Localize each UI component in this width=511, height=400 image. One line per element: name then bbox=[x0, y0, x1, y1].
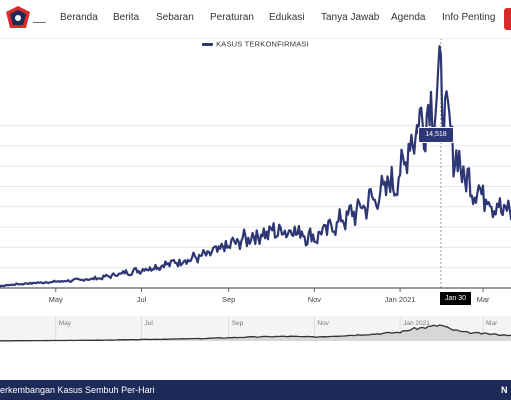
x-axis-tick-label: Jan 2021 bbox=[385, 295, 416, 304]
navigator-tick-label: Jul bbox=[144, 320, 153, 327]
crosshair-date-label: Jan 30 bbox=[440, 292, 471, 305]
series-line-kasus-terkonfirmasi bbox=[0, 45, 511, 288]
nav-cta-button[interactable] bbox=[504, 8, 511, 30]
nav-item-info-penting[interactable]: Info Penting bbox=[442, 12, 496, 23]
nav-item-berita[interactable]: Berita bbox=[113, 12, 140, 23]
navigator-tick-label: Sep bbox=[232, 320, 244, 327]
x-axis-tick-label: Mar bbox=[477, 295, 490, 304]
nav-item-agenda[interactable]: Agenda bbox=[391, 12, 426, 23]
navigator-tick-label: May bbox=[59, 320, 72, 327]
navigator-tick-label: Jan 2021 bbox=[403, 320, 430, 327]
chart-legend[interactable]: KASUS TERKONFIRMASI bbox=[0, 39, 511, 49]
chart-tooltip: 14,518 bbox=[418, 127, 454, 143]
nav-item-edukasi[interactable]: Edukasi bbox=[269, 12, 305, 23]
confirmed-cases-chart[interactable]: May Jul Sep Nov Jan 2021 Mar bbox=[0, 38, 511, 310]
navigator-tick-label: Nov bbox=[317, 320, 329, 327]
x-axis-tick-label: Sep bbox=[222, 295, 235, 304]
covid-task-force-logo-icon[interactable] bbox=[4, 4, 32, 32]
nav-item-beranda[interactable]: Beranda bbox=[60, 12, 98, 23]
top-navigation: ▬▬▬▬ Beranda Berita Sebaran Peraturan Ed… bbox=[0, 0, 511, 39]
navigator-tick-label: Mar bbox=[486, 320, 498, 327]
navigator-series-line bbox=[0, 324, 511, 342]
logo-caption: ▬▬▬▬ bbox=[33, 20, 46, 24]
section-title: Perkembangan Kasus Sembuh Per-Hari bbox=[0, 385, 155, 395]
legend-swatch bbox=[202, 42, 214, 46]
nav-item-sebaran[interactable]: Sebaran bbox=[156, 12, 194, 23]
section-header-bar: Perkembangan Kasus Sembuh Per-Hari N bbox=[0, 380, 511, 400]
nav-item-tanya-jawab[interactable]: Tanya Jawab bbox=[321, 12, 380, 23]
navigator-series-area bbox=[0, 325, 511, 341]
x-axis-tick-label: May bbox=[49, 295, 63, 304]
x-axis-tick-label: Jul bbox=[137, 295, 147, 304]
chart-navigator[interactable]: May Jul Sep Nov Jan 2021 Mar bbox=[0, 316, 511, 380]
section-header-right-text: N bbox=[501, 385, 508, 395]
legend-label: KASUS TERKONFIRMASI bbox=[216, 39, 309, 49]
nav-item-peraturan[interactable]: Peraturan bbox=[210, 12, 254, 23]
x-axis-tick-label: Nov bbox=[308, 295, 322, 304]
